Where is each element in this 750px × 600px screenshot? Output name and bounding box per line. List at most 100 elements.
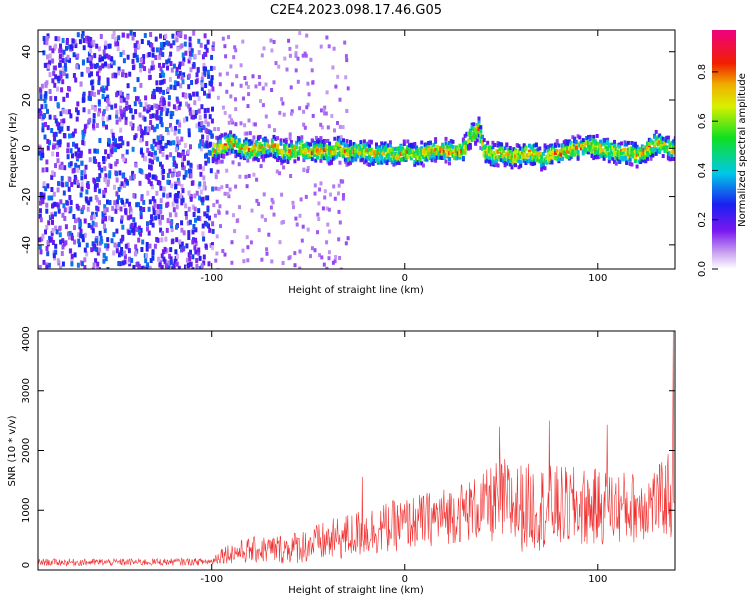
spectrogram-cell [76,167,80,173]
spectrogram-cell [210,133,214,139]
spectrogram-cell [432,157,436,162]
spectrogram-cell [211,86,215,92]
spectrogram-cell [67,206,71,212]
spectrogram-cell [204,127,208,133]
spectrogram-cell [69,113,73,119]
spectrogram-cell [288,143,292,148]
spectrogram-cell [597,142,601,147]
spectrogram-cell [232,138,236,142]
spectrogram-cell [560,143,564,148]
spectrogram-cell [261,103,265,108]
spectrogram-cell [192,91,196,97]
spectrogram-cell [159,209,163,215]
spectrogram-cell [491,161,495,165]
spectrogram-cell [519,160,523,165]
spectrogram-cell [651,150,655,155]
spectrogram-cell [322,107,326,112]
spectrogram-cell [321,144,325,149]
spectrogram-cell [376,151,380,155]
spectrogram-cell [599,139,603,144]
spectrogram-cell [197,96,201,101]
spectrogram-cell [672,145,675,150]
spectrogram-cell [83,124,87,130]
spectrogram-cell [80,33,84,39]
spectrogram-cell [647,153,651,158]
spectrogram-cell [213,143,217,148]
spectrogram-cell [173,130,177,136]
spectrogram-cell [199,171,203,177]
spectrogram-cell [107,179,110,185]
spectrogram-cell [188,110,192,116]
spectrogram-cell [618,144,622,149]
spectrogram-cell [555,139,559,144]
spectrogram-cell [178,70,182,76]
spectrogram-cell [93,53,97,59]
spectrogram-cell [61,38,65,43]
spectrogram-cell [454,153,458,158]
spectrogram-cell [236,142,239,147]
spectrogram-cell [517,149,521,153]
spectrogram-cell [211,152,215,157]
spectrogram-cell [486,150,490,155]
spectrogram-cell [303,150,307,155]
spectrogram-cell [313,248,317,253]
spectrogram-cell [399,151,403,156]
spectrogram-cell [276,153,279,158]
spectrogram-cell [182,72,186,78]
spectrogram-cell [472,127,476,132]
spectrogram-cell [505,142,509,147]
spectrogram-cell [357,150,361,155]
spectrogram-cell [230,148,234,153]
spectrogram-cell [203,220,207,226]
spectrogram-cell [48,60,52,66]
spectrogram-cell [362,139,366,144]
spectrogram-cell [131,125,135,131]
spectrogram-cell [103,54,107,60]
spectrogram-cell [150,124,154,130]
spectrogram-cell [126,54,130,60]
spectrogram-cell [53,115,57,120]
spectrogram-cell [246,158,250,163]
spectrogram-cell [423,150,427,155]
spectrogram-cell [121,32,125,38]
spectrogram-cell [39,191,43,197]
spectrogram-cell [362,143,366,148]
spectrogram-cell [302,153,306,158]
spectrogram-cell [281,261,285,265]
spectrogram-cell [45,246,49,251]
spectrogram-cell [302,167,306,172]
spectrogram-cell [88,157,92,163]
spectrogram-cell [158,62,161,68]
spectrogram-cell [246,146,250,151]
spectrogram-cell [602,141,606,146]
spectrogram-cell [92,177,96,183]
spectrogram-cell [630,148,634,153]
spectrogram-cell [232,213,235,218]
spectrogram-cell [223,143,227,148]
spectrogram-cell [221,36,225,41]
spectrogram-cell [77,64,80,70]
spectrogram-cell [517,144,521,149]
spectrogram-cell [305,105,309,110]
spectrogram-cell [278,240,282,245]
spectrogram-cell [625,142,629,147]
spectrogram-cell [388,143,392,148]
spectrogram-cell [79,81,83,87]
spectrogram-cell [64,66,68,72]
spectrogram-cell [108,170,112,176]
spectrogram-cell [329,160,333,165]
spectrogram-cell [244,145,248,150]
spectrogram-cell [581,151,585,156]
spectrogram-cell [179,83,183,89]
spectrogram-cell [510,152,514,157]
spectrogram-cell [333,145,337,150]
spectrogram-cell [481,146,484,151]
spectrogram-cell [343,149,347,154]
spectrogram-cell [272,150,276,155]
spectrogram-cell [642,151,646,156]
spectrogram-cell [571,149,575,154]
spectrogram-cell [94,195,98,200]
spectrogram-cell [470,124,474,129]
spectrogram-cell [102,189,106,195]
